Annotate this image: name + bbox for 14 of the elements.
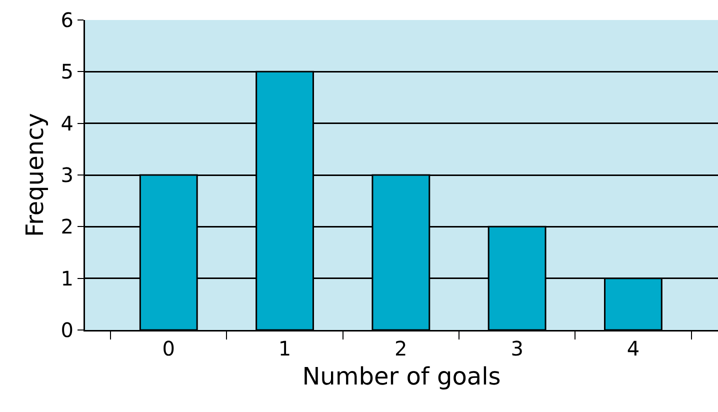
x-tick-label: 3 <box>510 336 524 360</box>
y-tick-label: 2 <box>60 214 74 239</box>
y-tick-label: 1 <box>60 266 74 290</box>
x-tick-label: 1 <box>278 336 292 360</box>
x-tick-label: 4 <box>626 336 640 360</box>
y-tick-label: 3 <box>60 163 74 187</box>
x-axis-title: Number of goals <box>302 362 501 391</box>
y-tick-label: 4 <box>60 111 74 136</box>
y-axis-title: Frequency <box>21 113 50 237</box>
y-tick-label: 6 <box>60 8 74 32</box>
y-tick-label: 0 <box>60 318 74 342</box>
y-tick-label: 5 <box>60 60 74 84</box>
x-tick-label: 2 <box>394 336 408 360</box>
x-tick-label: 0 <box>162 336 175 360</box>
